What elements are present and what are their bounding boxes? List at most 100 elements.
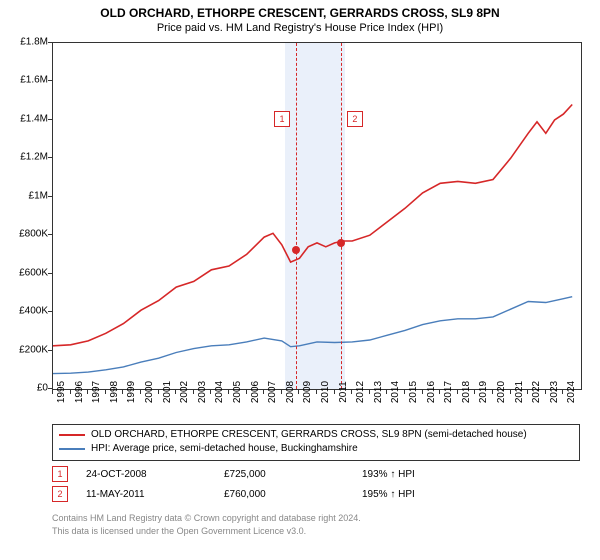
x-tick-mark <box>281 389 282 394</box>
title-main: OLD ORCHARD, ETHORPE CRESCENT, GERRARDS … <box>0 6 600 20</box>
event-marker-box: 2 <box>347 111 363 127</box>
x-tick-mark <box>316 389 317 394</box>
footer-line: Contains HM Land Registry data © Crown c… <box>52 512 580 525</box>
x-tick-mark <box>105 389 106 394</box>
event-pct: 193% ↑ HPI <box>362 469 482 480</box>
event-table-marker: 1 <box>52 466 68 482</box>
legend-box: OLD ORCHARD, ETHORPE CRESCENT, GERRARDS … <box>52 424 580 461</box>
x-tick-label: 2005 <box>232 381 243 403</box>
legend-label-price: OLD ORCHARD, ETHORPE CRESCENT, GERRARDS … <box>91 428 527 442</box>
x-tick-mark <box>87 389 88 394</box>
x-tick-mark <box>263 389 264 394</box>
x-tick-label: 2018 <box>461 381 472 403</box>
y-tick-label: £400K <box>4 306 48 317</box>
x-tick-label: 2019 <box>478 381 489 403</box>
y-tick-mark <box>48 234 53 235</box>
x-tick-label: 1995 <box>56 381 67 403</box>
x-tick-mark <box>422 389 423 394</box>
event-date: 11-MAY-2011 <box>86 489 206 500</box>
x-tick-label: 2013 <box>373 381 384 403</box>
x-tick-label: 2023 <box>549 381 560 403</box>
event-table-marker: 2 <box>52 486 68 502</box>
footer: Contains HM Land Registry data © Crown c… <box>52 512 580 538</box>
x-tick-mark <box>492 389 493 394</box>
event-table-row: 1 24-OCT-2008 £725,000 193% ↑ HPI <box>52 464 580 484</box>
y-tick-label: £800K <box>4 229 48 240</box>
event-marker-box: 1 <box>274 111 290 127</box>
x-tick-label: 2015 <box>408 381 419 403</box>
footer-line: This data is licensed under the Open Gov… <box>52 525 580 538</box>
x-tick-mark <box>527 389 528 394</box>
x-tick-label: 1997 <box>91 381 102 403</box>
y-tick-label: £0 <box>4 383 48 394</box>
x-tick-mark <box>457 389 458 394</box>
x-tick-label: 2012 <box>355 381 366 403</box>
y-tick-label: £1.6M <box>4 75 48 86</box>
x-tick-mark <box>228 389 229 394</box>
x-tick-label: 2007 <box>267 381 278 403</box>
y-tick-mark <box>48 196 53 197</box>
event-price: £760,000 <box>224 489 344 500</box>
y-tick-mark <box>48 80 53 81</box>
x-tick-mark <box>140 389 141 394</box>
x-tick-mark <box>210 389 211 394</box>
titles: OLD ORCHARD, ETHORPE CRESCENT, GERRARDS … <box>0 0 600 34</box>
x-tick-mark <box>175 389 176 394</box>
y-tick-label: £200K <box>4 344 48 355</box>
y-tick-mark <box>48 157 53 158</box>
legend-label-hpi: HPI: Average price, semi-detached house,… <box>91 442 358 456</box>
y-tick-label: £1M <box>4 190 48 201</box>
y-tick-mark <box>48 42 53 43</box>
y-tick-label: £1.4M <box>4 113 48 124</box>
x-tick-mark <box>158 389 159 394</box>
x-tick-label: 2011 <box>338 381 349 403</box>
series-hpi <box>53 297 572 374</box>
x-tick-label: 2014 <box>390 381 401 403</box>
y-tick-label: £1.2M <box>4 152 48 163</box>
x-tick-label: 2020 <box>496 381 507 403</box>
x-tick-label: 2006 <box>250 381 261 403</box>
x-tick-mark <box>474 389 475 394</box>
legend-row: OLD ORCHARD, ETHORPE CRESCENT, GERRARDS … <box>59 428 573 442</box>
y-tick-mark <box>48 273 53 274</box>
x-tick-mark <box>70 389 71 394</box>
x-tick-mark <box>562 389 563 394</box>
legend-row: HPI: Average price, semi-detached house,… <box>59 442 573 456</box>
chart-container: OLD ORCHARD, ETHORPE CRESCENT, GERRARDS … <box>0 0 600 560</box>
x-tick-label: 2022 <box>531 381 542 403</box>
x-tick-mark <box>52 389 53 394</box>
x-tick-mark <box>369 389 370 394</box>
x-tick-mark <box>545 389 546 394</box>
x-tick-mark <box>334 389 335 394</box>
y-tick-mark <box>48 119 53 120</box>
event-line <box>341 43 342 389</box>
x-tick-label: 2016 <box>426 381 437 403</box>
x-tick-mark <box>386 389 387 394</box>
events-table: 1 24-OCT-2008 £725,000 193% ↑ HPI 2 11-MAY-20… <box>52 464 580 504</box>
x-tick-label: 2021 <box>514 381 525 403</box>
x-tick-label: 2001 <box>162 381 173 403</box>
x-tick-mark <box>439 389 440 394</box>
x-tick-label: 1998 <box>109 381 120 403</box>
y-tick-label: £600K <box>4 267 48 278</box>
x-tick-label: 2004 <box>214 381 225 403</box>
x-tick-mark <box>510 389 511 394</box>
x-tick-label: 1996 <box>74 381 85 403</box>
x-tick-mark <box>122 389 123 394</box>
y-tick-mark <box>48 311 53 312</box>
event-date: 24-OCT-2008 <box>86 469 206 480</box>
event-pct: 195% ↑ HPI <box>362 489 482 500</box>
x-tick-label: 2003 <box>197 381 208 403</box>
x-tick-label: 2008 <box>285 381 296 403</box>
x-tick-label: 2017 <box>443 381 454 403</box>
x-tick-label: 2000 <box>144 381 155 403</box>
legend-swatch-hpi <box>59 448 85 450</box>
event-point <box>292 246 300 254</box>
x-tick-mark <box>193 389 194 394</box>
x-tick-label: 2024 <box>566 381 577 403</box>
x-tick-label: 2009 <box>302 381 313 403</box>
plot-area: 12 <box>52 42 582 390</box>
x-tick-mark <box>246 389 247 394</box>
event-price: £725,000 <box>224 469 344 480</box>
y-tick-mark <box>48 350 53 351</box>
